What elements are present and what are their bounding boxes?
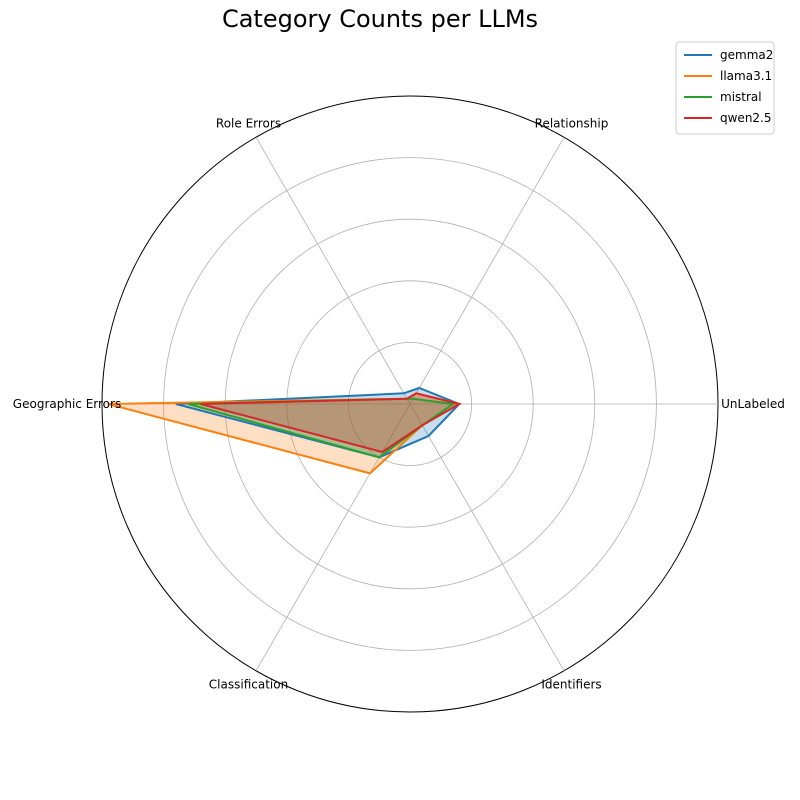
legend-label-qwen2.5: qwen2.5 xyxy=(720,111,772,125)
legend-label-mistral: mistral xyxy=(720,90,762,104)
radar-grid xyxy=(101,95,719,713)
series-lines xyxy=(107,386,462,475)
category-label: Identifiers xyxy=(541,678,601,692)
grid-spoke xyxy=(255,137,411,405)
series-fill-qwen2.5 xyxy=(200,393,460,452)
series-fills xyxy=(108,388,460,474)
legend: gemma2 llama3.1 mistral qwen2.5 xyxy=(675,41,775,135)
chart-title: Category Counts per LLMs xyxy=(222,5,538,33)
grid-spoke xyxy=(255,403,411,671)
legend-label-gemma2: gemma2 xyxy=(720,48,773,62)
category-labels: UnLabeled Relationship Role Errors Geograph… xyxy=(13,116,785,691)
category-label: Classification xyxy=(209,678,288,692)
series-line-qwen2.5 xyxy=(200,392,462,454)
grid-spoke xyxy=(409,403,565,671)
category-label: Role Errors xyxy=(216,116,281,130)
legend-box xyxy=(675,41,775,135)
series-fill-llama3.1 xyxy=(108,393,460,474)
grid-spoke xyxy=(409,137,565,405)
series-fill-mistral xyxy=(188,398,454,458)
series-fill-gemma2 xyxy=(175,388,460,458)
series-line-gemma2 xyxy=(175,386,462,459)
category-label: Geographic Errors xyxy=(13,397,121,411)
category-label: UnLabeled xyxy=(721,397,785,411)
legend-label-llama3.1: llama3.1 xyxy=(720,69,772,83)
category-label: Relationship xyxy=(535,116,609,130)
